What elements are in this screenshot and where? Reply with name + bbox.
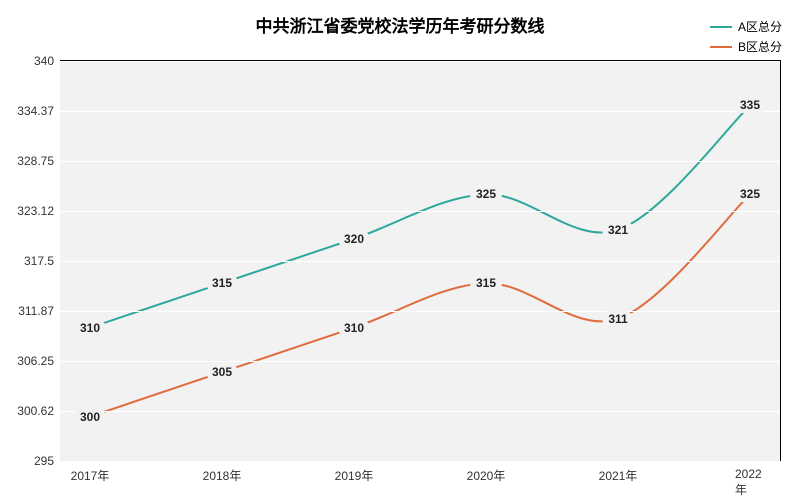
x-tick-label: 2020年 [467, 467, 506, 484]
data-label: 325 [470, 186, 502, 202]
y-tick-label: 328.75 [17, 154, 54, 168]
series-line [90, 105, 750, 327]
legend-label-a: A区总分 [738, 18, 782, 35]
legend: A区总分 B区总分 [710, 18, 782, 58]
y-tick-label: 300.62 [17, 404, 54, 418]
legend-item-a: A区总分 [710, 18, 782, 35]
data-label: 310 [74, 320, 106, 336]
gridline [60, 261, 780, 262]
gridline [60, 111, 780, 112]
data-label: 321 [602, 222, 634, 238]
legend-swatch-b [710, 46, 732, 48]
data-label: 315 [206, 275, 238, 291]
gridline [60, 161, 780, 162]
x-tick-label: 2021年 [599, 467, 638, 484]
gridline [60, 61, 780, 62]
y-tick-label: 295 [34, 454, 54, 468]
data-label: 305 [206, 364, 238, 380]
gridline [60, 311, 780, 312]
y-tick-label: 340 [34, 54, 54, 68]
data-label: 300 [74, 409, 106, 425]
data-label: 315 [470, 275, 502, 291]
data-label: 311 [602, 311, 633, 327]
y-tick-label: 334.37 [17, 104, 54, 118]
data-label: 335 [734, 97, 766, 113]
legend-swatch-a [710, 26, 732, 28]
x-tick-label: 2017年 [71, 467, 110, 484]
plot-area: 295300.62306.25311.87317.5323.12328.7533… [60, 60, 781, 461]
data-label: 325 [734, 186, 766, 202]
chart-container: 中共浙江省委党校法学历年考研分数线 A区总分 B区总分 295300.62306… [0, 0, 800, 500]
gridline [60, 461, 780, 462]
series-line [90, 194, 750, 416]
chart-title: 中共浙江省委党校法学历年考研分数线 [0, 12, 800, 37]
y-tick-label: 311.87 [18, 304, 54, 318]
x-tick-label: 2022年 [735, 467, 765, 498]
legend-label-b: B区总分 [738, 38, 782, 55]
data-label: 310 [338, 320, 370, 336]
x-tick-label: 2019年 [335, 467, 374, 484]
legend-item-b: B区总分 [710, 38, 782, 55]
gridline [60, 211, 780, 212]
y-tick-label: 306.25 [17, 354, 54, 368]
y-tick-label: 317.5 [24, 254, 54, 268]
data-label: 320 [338, 231, 370, 247]
gridline [60, 411, 780, 412]
x-tick-label: 2018年 [203, 467, 242, 484]
y-tick-label: 323.12 [17, 204, 54, 218]
gridline [60, 361, 780, 362]
